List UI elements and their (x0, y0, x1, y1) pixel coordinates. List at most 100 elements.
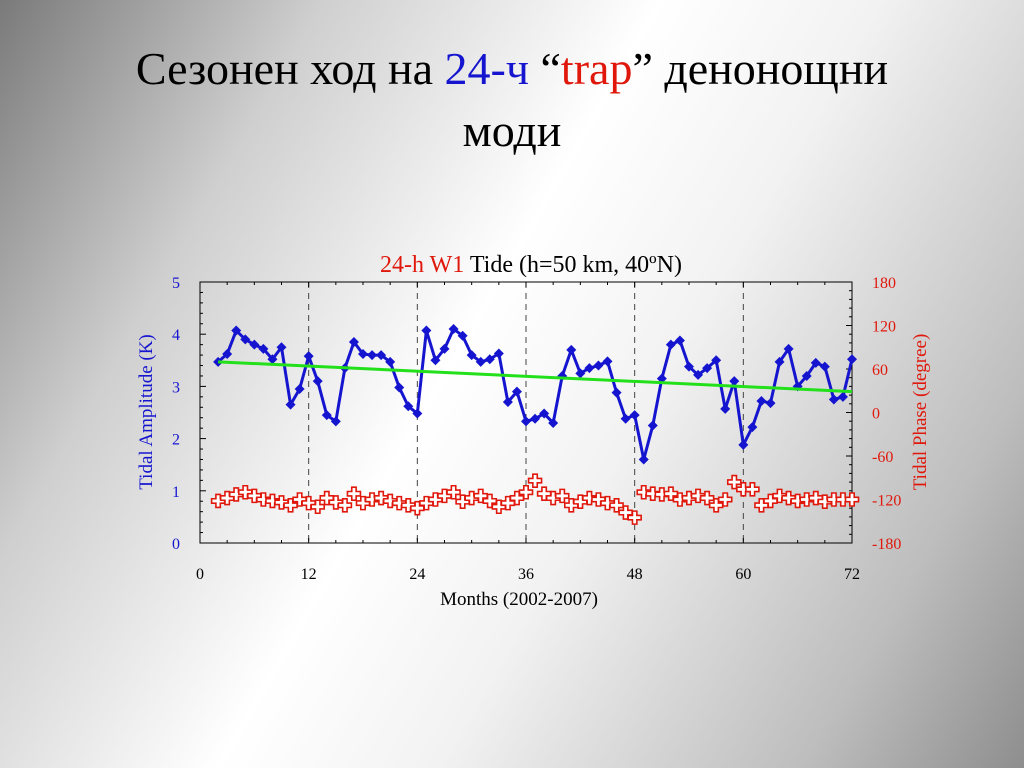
y-left-tick-label: 1 (172, 484, 180, 501)
x-tick-label: 0 (196, 566, 204, 583)
x-tick-label: 12 (301, 566, 317, 583)
amplitude-point (801, 370, 812, 381)
amplitude-point (249, 339, 260, 350)
amplitude-point (412, 408, 423, 419)
phase-point (772, 488, 787, 504)
x-tick-label: 36 (518, 566, 534, 583)
amplitude-point (828, 394, 839, 405)
amplitude-point (321, 410, 332, 421)
amplitude-point (620, 413, 631, 424)
amplitude-point (466, 350, 477, 361)
amplitude-point (693, 369, 704, 380)
amplitude-point (348, 337, 359, 348)
amplitude-point (539, 408, 550, 419)
amplitude-point (684, 361, 694, 372)
amplitude-point (502, 397, 513, 408)
phase-point (509, 490, 525, 506)
amplitude-point (294, 384, 305, 395)
y-axis-left-label: Tidal Amplitude (K) (136, 334, 157, 490)
amplitude-point (448, 323, 459, 334)
phase-point (328, 495, 344, 510)
amplitude-point (358, 349, 368, 360)
amplitude-point (837, 391, 848, 402)
phase-point (346, 486, 362, 501)
phase-point (844, 492, 860, 507)
amplitude-point (566, 344, 577, 355)
title-part2: 24-ч (444, 43, 529, 94)
phase-point (274, 495, 289, 510)
phase-point (518, 484, 534, 500)
amplitude-point (530, 413, 541, 424)
phase-point (708, 498, 724, 513)
amplitude-point (711, 355, 722, 366)
amplitude-point (376, 350, 387, 361)
amplitude-point (611, 387, 622, 398)
phase-point (382, 493, 398, 509)
title-part4: trap (560, 43, 633, 94)
amplitude-point (656, 373, 667, 384)
amplitude-point (276, 342, 287, 353)
amplitude-point (674, 335, 685, 346)
y-left-tick-label: 3 (172, 379, 180, 396)
y-left-tick-label: 5 (172, 275, 180, 292)
phase-point (745, 482, 760, 497)
phase-point (717, 492, 733, 507)
amplitude-point (403, 401, 414, 412)
amplitude-point (593, 360, 604, 371)
phase-point (337, 498, 353, 513)
title-part5: ” денонощни (632, 43, 889, 94)
y-left-tick-label: 4 (172, 327, 180, 344)
phase-point (600, 495, 615, 511)
x-axis-label: Months (2002-2007) (440, 589, 598, 610)
amplitude-point (475, 356, 486, 367)
amplitude-point (575, 368, 586, 379)
amplitude-point (756, 396, 767, 407)
amplitude-point (385, 356, 396, 367)
amplitude-point (647, 420, 658, 431)
amplitude-point (430, 355, 441, 366)
x-tick-label: 72 (844, 566, 860, 583)
title-part1: Сезонен ход на (135, 43, 445, 94)
chart-title: 24-h W1 Tide (h=50 km, 40ºN) (380, 252, 682, 278)
amplitude-point (729, 376, 740, 387)
chart-title-part2: Tide (h=50 km, 40ºN) (464, 252, 682, 278)
amplitude-point (629, 410, 640, 421)
amplitude-point (602, 356, 613, 367)
amplitude-point (303, 351, 314, 362)
y-right-tick-label: 60 (872, 362, 888, 379)
y-right-tick-label: 180 (872, 275, 896, 292)
series (210, 323, 860, 525)
y-right-tick-label: -60 (872, 449, 893, 466)
phase-point (527, 473, 543, 488)
y-right-tick-label: -180 (872, 536, 901, 553)
amplitude-point (521, 416, 531, 427)
y-axis-right-label: Tidal Phase (degree) (910, 334, 931, 491)
phase-point (582, 490, 597, 506)
y-right-tick-label: 0 (872, 406, 880, 423)
x-tick-label: 60 (735, 566, 751, 583)
amplitude-point (702, 363, 713, 374)
y-right-tick-label: 120 (872, 319, 896, 336)
amplitude-point (330, 416, 341, 427)
y-left-tick-label: 0 (172, 536, 180, 553)
amplitude-point (394, 382, 405, 393)
slide-title: Сезонен ход на 24-ч “trap” денонощни мод… (60, 38, 964, 162)
amplitude-point (548, 417, 559, 428)
phase-point (391, 495, 407, 511)
amplitude-point (457, 330, 468, 341)
amplitude-point (511, 386, 522, 397)
amplitude-point (484, 354, 495, 365)
amplitude-point (738, 439, 749, 450)
amplitude-point (847, 354, 857, 365)
amplitude-point (285, 399, 296, 410)
amplitude-point (584, 363, 595, 374)
phase-point (781, 490, 796, 506)
phase-point (400, 498, 416, 513)
title-part3: “ (529, 43, 561, 94)
phase-point (256, 492, 271, 507)
trend-line (218, 360, 853, 394)
phase-point (636, 484, 652, 500)
amplitude-point (493, 348, 504, 359)
